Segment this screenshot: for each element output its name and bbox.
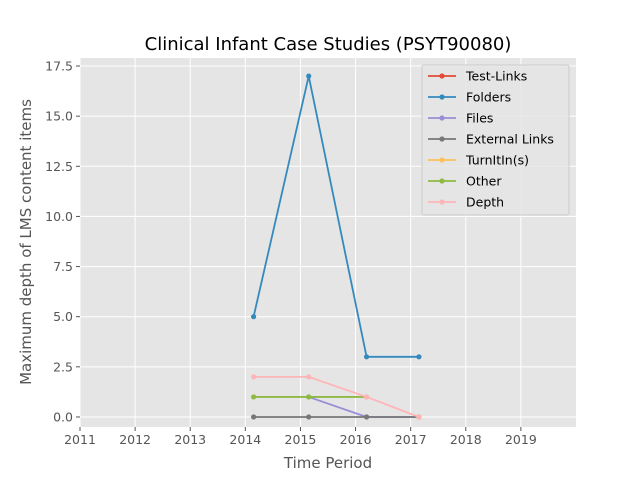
legend-marker-files	[439, 115, 445, 121]
chart-title: Clinical Infant Case Studies (PSYT90080)	[145, 34, 512, 55]
data-point-folders	[251, 314, 257, 320]
x-tick-label: 2013	[174, 432, 206, 447]
x-tick-label: 2016	[340, 432, 372, 447]
x-tick-label: 2018	[450, 432, 482, 447]
legend-marker-turnitin-s	[439, 157, 445, 163]
legend-label-depth: Depth	[466, 195, 504, 210]
series-lines	[251, 73, 422, 420]
y-tick-label: 7.5	[53, 259, 73, 274]
legend-marker-depth	[439, 199, 445, 205]
legend: Test-Links Folders Files External Links Turn…	[421, 64, 570, 216]
y-tick-label: 2.5	[53, 359, 73, 374]
legend-marker-external-links	[439, 136, 445, 142]
y-tick-label: 0.0	[53, 409, 73, 424]
x-axis-label: Time Period	[283, 454, 372, 472]
legend-marker-test-links	[439, 73, 445, 79]
data-point-folders	[416, 354, 422, 360]
x-tick-label: 2015	[285, 432, 317, 447]
legend-label-test-links: Test-Links	[465, 69, 527, 84]
data-point-depth	[251, 374, 257, 380]
legend-marker-other	[439, 178, 445, 184]
legend-label-turnitin-s: TurnItIn(s)	[465, 153, 529, 168]
legend-label-external-links: External Links	[466, 132, 554, 147]
x-tick-label: 2019	[505, 432, 537, 447]
data-point-external-links	[363, 414, 370, 420]
y-tick-label: 5.0	[53, 309, 73, 324]
y-tick-label: 17.5	[45, 59, 73, 74]
data-point-folders	[306, 73, 312, 79]
data-point-external-links	[251, 414, 257, 420]
data-point-depth	[306, 374, 312, 380]
data-point-external-links	[306, 414, 312, 420]
y-axis: 0.0 2.5 5.0 7.5 10.0 12.5 15.0 17.5	[45, 59, 80, 424]
y-axis-label: Maximum depth of LMS content items	[17, 99, 35, 385]
x-tick-label: 2017	[395, 432, 427, 447]
legend-marker-folders	[439, 94, 445, 100]
legend-label-folders: Folders	[466, 90, 511, 105]
legend-label-files: Files	[466, 111, 493, 126]
legend-label-other: Other	[466, 174, 502, 189]
data-point-other	[306, 394, 312, 400]
x-tick-label: 2014	[229, 432, 261, 447]
y-tick-label: 15.0	[45, 109, 73, 124]
data-point-depth	[363, 394, 370, 400]
series-line-folders	[252, 75, 419, 358]
data-point-other	[251, 394, 257, 400]
x-tick-label: 2011	[64, 432, 96, 447]
y-tick-label: 12.5	[45, 159, 73, 174]
y-tick-label: 10.0	[45, 209, 73, 224]
data-point-depth	[416, 414, 422, 420]
x-axis: 2011 2012 2013 2014 2015 2016 2017 2018 2019	[64, 427, 537, 447]
x-tick-label: 2012	[119, 432, 151, 447]
legend-box	[421, 64, 570, 216]
series-line-depth	[253, 375, 420, 418]
data-point-folders	[363, 354, 370, 360]
